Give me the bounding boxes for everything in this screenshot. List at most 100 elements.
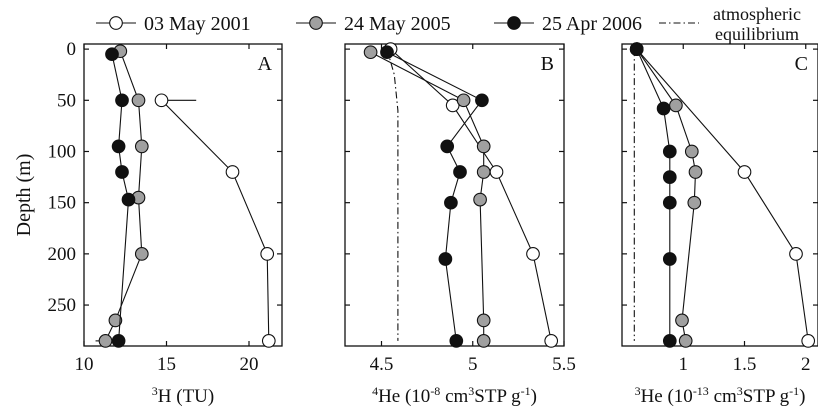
- series-25-apr-2006: [380, 45, 489, 348]
- data-point: [789, 247, 803, 261]
- y-tick-label: 200: [48, 244, 77, 265]
- data-point: [449, 334, 464, 348]
- data-point: [131, 93, 146, 108]
- plot-frame: [83, 43, 283, 347]
- x-axis-label: 3He (10-13 cm3STP g-1): [635, 384, 806, 407]
- series-03-may-2001: [154, 93, 276, 348]
- data-point: [662, 334, 677, 348]
- legend-item: 25 Apr 2006: [494, 13, 642, 35]
- data-point: [662, 144, 677, 159]
- equilibrium-line: [386, 48, 399, 341]
- panel-c: 1 1.5 2 C 3He (10-13 cm3STP g-1): [621, 42, 818, 407]
- x-tick-label: 1.5: [733, 354, 757, 375]
- legend-item: 24 May 2005: [296, 13, 451, 35]
- x-axis-label: 3H (TU): [152, 384, 214, 407]
- plot-frame: [344, 43, 565, 347]
- legend-label: 25 Apr 2006: [542, 13, 642, 35]
- data-point: [444, 195, 458, 210]
- data-point: [98, 334, 113, 348]
- data-point: [456, 93, 471, 108]
- legend-marker: [507, 16, 521, 30]
- data-point: [105, 47, 119, 62]
- data-point: [476, 313, 491, 328]
- data-point: [111, 139, 126, 154]
- data-point: [438, 252, 453, 266]
- data-point: [115, 93, 129, 108]
- x-tick-label: 10: [75, 354, 94, 375]
- panel-b: 4.5 5 5.5 B 4He (10-8 cm3STP g-1): [344, 42, 576, 407]
- x-tick-label: 4.5: [370, 354, 394, 375]
- data-point: [801, 334, 816, 348]
- series-03-may-2001: [383, 42, 559, 348]
- data-point: [737, 165, 752, 179]
- y-tick-label: 100: [48, 141, 77, 162]
- series-25-apr-2006: [105, 47, 136, 348]
- data-point: [629, 42, 644, 56]
- data-point: [662, 170, 677, 184]
- series-25-apr-2006: [629, 42, 677, 348]
- legend-label: 24 May 2005: [344, 13, 451, 35]
- data-point: [675, 313, 689, 328]
- data-point: [662, 252, 677, 266]
- data-point: [108, 313, 123, 328]
- series-line: [161, 99, 270, 341]
- data-point: [261, 334, 276, 348]
- series-24-may-2005: [363, 45, 491, 348]
- data-point: [526, 247, 540, 261]
- series-line: [636, 48, 809, 341]
- data-point: [684, 144, 699, 159]
- plot-frame: [621, 43, 818, 347]
- x-tick-label: 15: [157, 354, 176, 375]
- data-point: [134, 247, 149, 261]
- x-axis-label: 4He (10-8 cm3STP g-1): [372, 384, 537, 407]
- data-point: [473, 192, 487, 207]
- panel-label: C: [795, 53, 808, 75]
- legend-label: atmospheric: [713, 4, 801, 24]
- y-tick-label: 0: [67, 39, 77, 60]
- x-tick-label: 2: [801, 354, 811, 375]
- x-tick-label: 1: [679, 354, 689, 375]
- series-line: [636, 48, 697, 341]
- data-point: [688, 165, 703, 179]
- data-point: [445, 98, 460, 113]
- y-tick-label: 50: [57, 90, 76, 111]
- data-point: [260, 247, 275, 261]
- series-line: [636, 48, 671, 341]
- data-point: [115, 165, 129, 179]
- data-point: [121, 192, 136, 207]
- series-line: [390, 48, 552, 342]
- legend-marker: [109, 16, 123, 30]
- legend-label: equilibrium: [715, 24, 799, 44]
- data-point: [225, 165, 240, 179]
- x-tick-label: 20: [240, 354, 259, 375]
- legend-marker: [309, 16, 323, 30]
- y-tick-label: 250: [48, 295, 77, 316]
- legend-label: 03 May 2001: [144, 13, 251, 35]
- data-point: [489, 165, 504, 179]
- data-point: [687, 195, 702, 210]
- data-point: [440, 139, 455, 154]
- y-tick-label: 150: [48, 193, 77, 214]
- x-tick-label: 5: [468, 354, 478, 375]
- data-point: [544, 334, 559, 348]
- data-point: [475, 93, 489, 108]
- panel-label: A: [258, 53, 273, 75]
- data-point: [154, 93, 169, 108]
- data-point: [476, 334, 491, 348]
- legend-item: 03 May 2001: [96, 13, 251, 35]
- panel-label: B: [541, 53, 554, 75]
- data-point: [476, 165, 491, 179]
- series-atmospheric-equilibrium: [386, 48, 399, 341]
- data-point: [656, 101, 671, 116]
- y-axis-label: Depth (m): [13, 154, 35, 237]
- data-point: [662, 195, 677, 210]
- data-point: [111, 334, 126, 348]
- series-24-may-2005: [629, 42, 703, 348]
- data-point: [678, 334, 693, 348]
- data-point: [363, 45, 378, 60]
- data-point: [380, 45, 394, 60]
- data-point: [453, 165, 467, 179]
- legend: 03 May 2001 24 May 2005 25 Apr 2006 atmosph…: [96, 4, 801, 44]
